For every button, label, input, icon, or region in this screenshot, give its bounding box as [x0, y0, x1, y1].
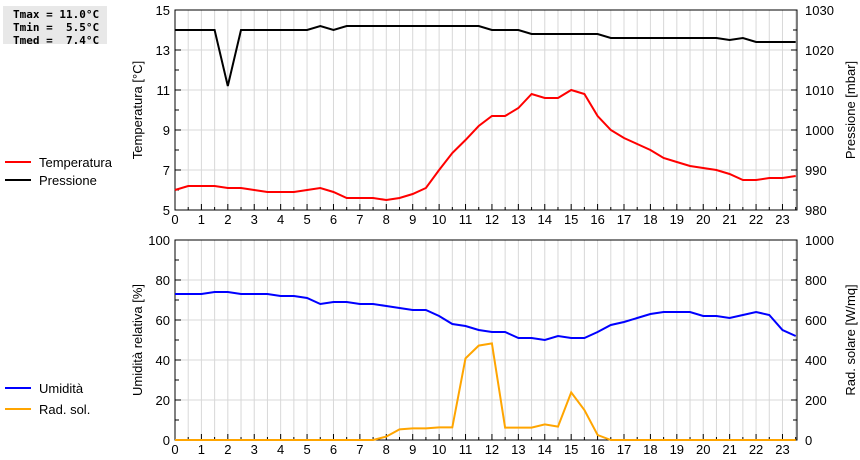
legend-swatch: [5, 161, 31, 163]
legend-swatch: [5, 408, 31, 410]
x-tick-label: 16: [590, 442, 604, 457]
legend-swatch: [5, 387, 31, 389]
y-axis-label: Temperatura [°C]: [130, 61, 145, 159]
legend-temperature: Temperatura: [5, 154, 112, 170]
x-tick-label: 8: [383, 442, 390, 457]
y2-tick-label: 1000: [805, 123, 834, 138]
legend-label: Umidità: [39, 380, 84, 396]
y-tick-label: 15: [156, 3, 170, 18]
x-tick-label: 2: [224, 442, 231, 457]
series-line-humidity: [175, 291, 797, 342]
x-tick-label: 21: [722, 212, 736, 227]
series-line-pressure: [175, 24, 796, 87]
y-tick-label: 40: [156, 353, 170, 368]
y2-tick-label: 1010: [805, 83, 834, 98]
x-tick-label: 19: [670, 442, 684, 457]
x-tick-label: 17: [617, 212, 631, 227]
x-tick-label: 6: [330, 212, 337, 227]
tmin-text: Tmin = 5.5°C: [13, 21, 100, 34]
x-tick-label: 5: [303, 442, 310, 457]
y2-axis-label: Rad. solare [W/mq]: [843, 284, 858, 395]
x-tick-label: 10: [432, 442, 446, 457]
x-tick-label: 15: [564, 442, 578, 457]
x-tick-label: 0: [171, 212, 178, 227]
x-tick-label: 14: [538, 442, 552, 457]
x-tick-label: 12: [485, 212, 499, 227]
y2-axis-label: Pressione [mbar]: [843, 61, 858, 159]
x-tick-label: 22: [749, 442, 763, 457]
y2-tick-label: 0: [805, 433, 812, 448]
x-tick-label: 23: [775, 442, 789, 457]
y-axis-label: Umidità relativa [%]: [130, 284, 145, 396]
x-tick-label: 18: [643, 212, 657, 227]
x-tick-label: 20: [696, 212, 710, 227]
x-tick-label: 8: [383, 212, 390, 227]
x-tick-label: 18: [643, 442, 657, 457]
y2-tick-label: 1030: [805, 3, 834, 18]
x-tick-label: 4: [277, 212, 284, 227]
x-tick-label: 1: [198, 442, 205, 457]
x-tick-label: 9: [409, 442, 416, 457]
y-tick-label: 60: [156, 313, 170, 328]
y-tick-label: 7: [163, 163, 170, 178]
x-tick-label: 5: [303, 212, 310, 227]
x-tick-label: 3: [251, 212, 258, 227]
x-tick-label: 23: [775, 212, 789, 227]
x-tick-label: 3: [251, 442, 258, 457]
y-tick-label: 20: [156, 393, 170, 408]
x-tick-label: 21: [722, 442, 736, 457]
x-tick-label: 16: [590, 212, 604, 227]
tmax-text: Tmax = 11.0°C: [13, 8, 100, 21]
legend-pressure: Pressione: [5, 172, 97, 188]
y2-tick-label: 990: [805, 163, 827, 178]
series-line-temperature: [174, 88, 796, 202]
legend-humidity: Umidità: [5, 380, 83, 396]
x-tick-label: 7: [356, 442, 363, 457]
x-tick-label: 11: [459, 212, 473, 227]
y-tick-label: 13: [156, 43, 170, 58]
x-tick-label: 11: [459, 442, 473, 457]
y2-tick-label: 1000: [805, 233, 834, 248]
y2-tick-label: 600: [805, 313, 827, 328]
series-line-radiation: [175, 342, 796, 441]
y-tick-label: 5: [163, 203, 170, 218]
y-tick-label: 11: [157, 83, 171, 98]
legend-swatch: [5, 179, 31, 181]
legend-label: Rad. sol.: [39, 401, 91, 417]
legend-label: Temperatura: [39, 154, 112, 170]
x-tick-label: 15: [564, 212, 578, 227]
x-tick-label: 14: [538, 212, 552, 227]
y2-tick-label: 800: [805, 273, 827, 288]
legend-radiation: Rad. sol.: [5, 401, 90, 417]
y2-tick-label: 400: [805, 353, 827, 368]
y2-tick-label: 200: [805, 393, 827, 408]
y-tick-label: 9: [163, 123, 170, 138]
x-tick-label: 13: [511, 212, 525, 227]
x-tick-label: 0: [171, 442, 178, 457]
y2-tick-label: 980: [805, 203, 827, 218]
x-tick-label: 2: [224, 212, 231, 227]
x-tick-label: 19: [670, 212, 684, 227]
tmed-text: Tmed = 7.4°C: [13, 34, 100, 47]
y2-tick-label: 1020: [805, 43, 834, 58]
x-tick-label: 12: [485, 442, 499, 457]
x-tick-label: 4: [277, 442, 284, 457]
x-tick-label: 10: [432, 212, 446, 227]
x-tick-label: 17: [617, 442, 631, 457]
y-tick-label: 0: [163, 433, 170, 448]
x-tick-label: 13: [511, 442, 525, 457]
x-tick-label: 20: [696, 442, 710, 457]
y-tick-label: 100: [148, 233, 170, 248]
x-tick-label: 22: [749, 212, 763, 227]
legend-label: Pressione: [39, 172, 97, 188]
y-tick-label: 80: [156, 273, 170, 288]
x-tick-label: 7: [356, 212, 363, 227]
x-tick-label: 1: [198, 212, 205, 227]
x-tick-label: 6: [330, 442, 337, 457]
stats-box: Tmax = 11.0°C Tmin = 5.5°C Tmed = 7.4°C: [3, 6, 107, 47]
x-tick-label: 9: [409, 212, 416, 227]
